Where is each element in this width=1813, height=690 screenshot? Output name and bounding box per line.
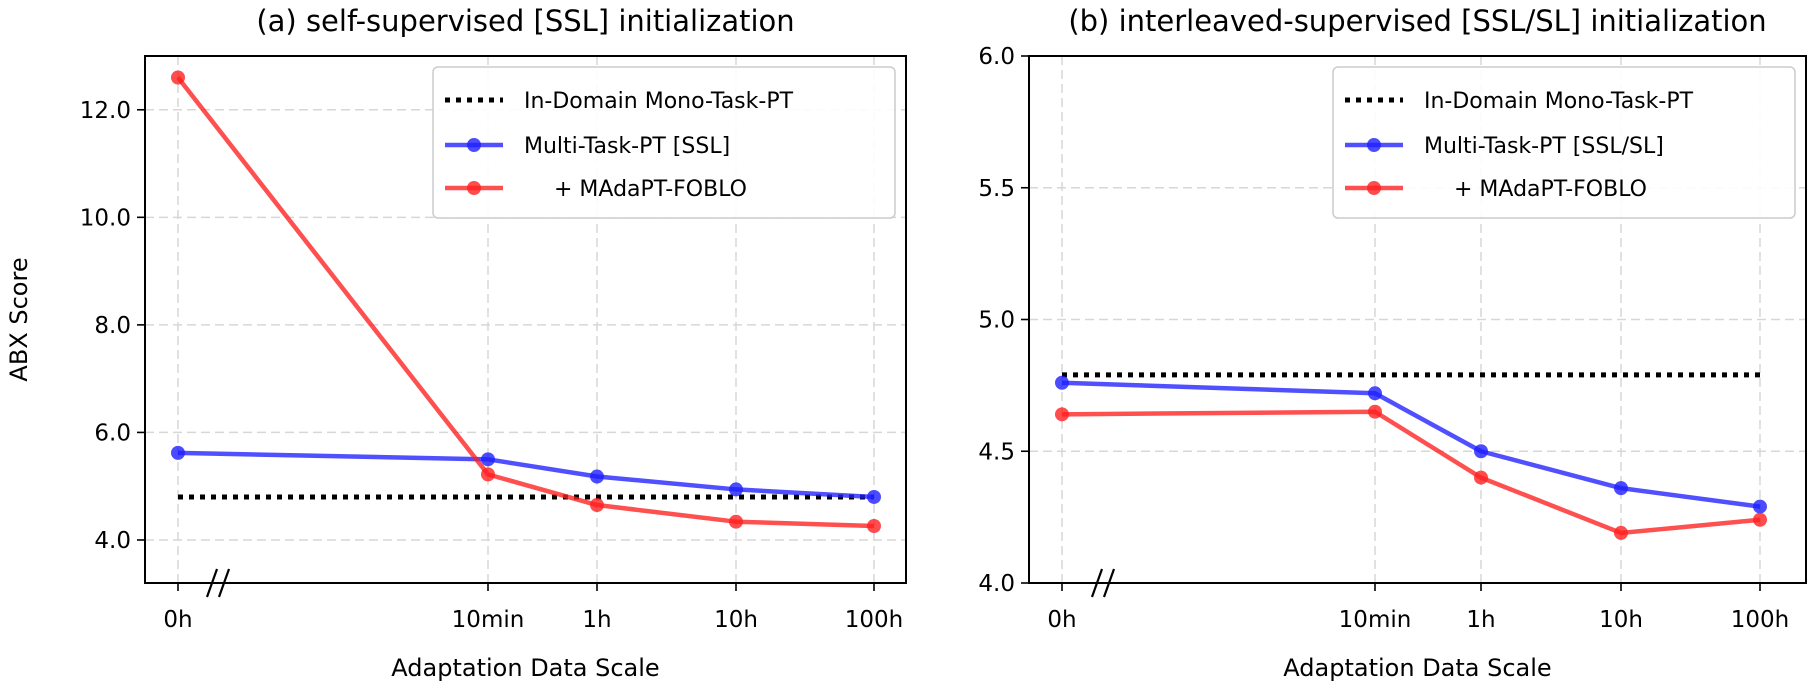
- data-point: [867, 489, 881, 504]
- data-point: [1474, 444, 1488, 459]
- legend-label-series-1: Multi-Task-PT [SSL]: [524, 134, 730, 159]
- series-line-1: [1061, 380, 1761, 509]
- x-tick-label: 100h: [1731, 607, 1789, 633]
- x-tick-label: 10h: [1599, 607, 1643, 633]
- axis-break-mark: [1090, 568, 1104, 598]
- chart-panel-2: 4.0 4.5 5.0 5.5 6.0 0h 10min 1h 10h 100h (b) inter…: [978, 4, 1807, 682]
- legend-label-series-2: + MAdaPT-FOBLO: [1454, 177, 1647, 202]
- legend-marker: [1367, 181, 1381, 195]
- chart-title: (a) self-supervised [SSL] initialization: [256, 4, 794, 38]
- x-axis-label: Adaptation Data Scale: [391, 654, 659, 682]
- y-tick-label: 5.5: [978, 176, 1015, 202]
- y-tick-label: 6.0: [94, 420, 131, 446]
- data-point: [1614, 525, 1628, 540]
- legend-label-reference: In-Domain Mono-Task-PT: [524, 89, 794, 114]
- data-point: [1753, 499, 1767, 514]
- data-point: [867, 518, 881, 533]
- data-point: [1614, 481, 1628, 496]
- y-tick-label: 12.0: [80, 98, 131, 124]
- data-point: [481, 452, 495, 467]
- data-point: [1055, 375, 1069, 390]
- data-point: [1753, 512, 1767, 527]
- axis-break-mark: [217, 568, 231, 598]
- chart-panel-1: 4.0 6.0 8.0 10.0 12.0 0h 10min 1h 10h 100h (a) sel…: [5, 4, 907, 682]
- legend-label-reference: In-Domain Mono-Task-PT: [1424, 89, 1694, 114]
- x-axis-label: Adaptation Data Scale: [1283, 654, 1551, 682]
- x-tick-label: 1h: [582, 607, 611, 633]
- legend-label-series-2: + MAdaPT-FOBLO: [554, 177, 747, 202]
- legend-label-series-1: Multi-Task-PT [SSL/SL]: [1424, 134, 1664, 159]
- data-point: [171, 445, 185, 460]
- y-tick-label: 5.0: [978, 308, 1015, 334]
- legend-marker: [467, 138, 481, 152]
- y-tick-label: 4.0: [978, 571, 1015, 597]
- legend: In-Domain Mono-Task-PT Multi-Task-PT [SSL…: [1332, 66, 1796, 219]
- chart-title: (b) interleaved-supervised [SSL/SL] init…: [1068, 4, 1766, 38]
- y-tick-label: 4.0: [94, 528, 131, 554]
- x-tick-label: 100h: [845, 607, 903, 633]
- data-point: [590, 498, 604, 513]
- data-point: [1368, 404, 1382, 419]
- y-tick-label: 8.0: [94, 313, 131, 339]
- axis-break-mark: [1102, 568, 1116, 598]
- x-tick-label: 0h: [163, 607, 192, 633]
- data-point: [590, 469, 604, 484]
- legend: In-Domain Mono-Task-PT Multi-Task-PT [SSL…: [432, 66, 896, 219]
- x-tick-label: 10min: [1339, 607, 1412, 633]
- data-point: [171, 70, 185, 85]
- data-point: [729, 514, 743, 529]
- legend-marker: [1367, 138, 1381, 152]
- data-point: [1474, 470, 1488, 485]
- plot-frame: [144, 55, 907, 584]
- y-tick-label: 6.0: [978, 44, 1015, 70]
- y-tick-label: 10.0: [80, 205, 131, 231]
- series-line-2: [1061, 409, 1761, 536]
- legend-marker: [467, 181, 481, 195]
- data-point: [481, 467, 495, 482]
- x-tick-label: 0h: [1047, 607, 1076, 633]
- y-tick-label: 4.5: [978, 439, 1015, 465]
- data-point: [1368, 386, 1382, 401]
- x-tick-label: 10min: [452, 607, 525, 633]
- x-tick-label: 10h: [714, 607, 758, 633]
- series-line-1: [177, 450, 875, 500]
- legend-frame: [432, 66, 896, 219]
- x-tick-label: 1h: [1466, 607, 1495, 633]
- data-point: [1055, 407, 1069, 422]
- data-point: [729, 482, 743, 497]
- legend-frame: [1332, 66, 1796, 219]
- y-axis-label: ABX Score: [5, 257, 33, 381]
- axis-break-mark: [205, 568, 219, 598]
